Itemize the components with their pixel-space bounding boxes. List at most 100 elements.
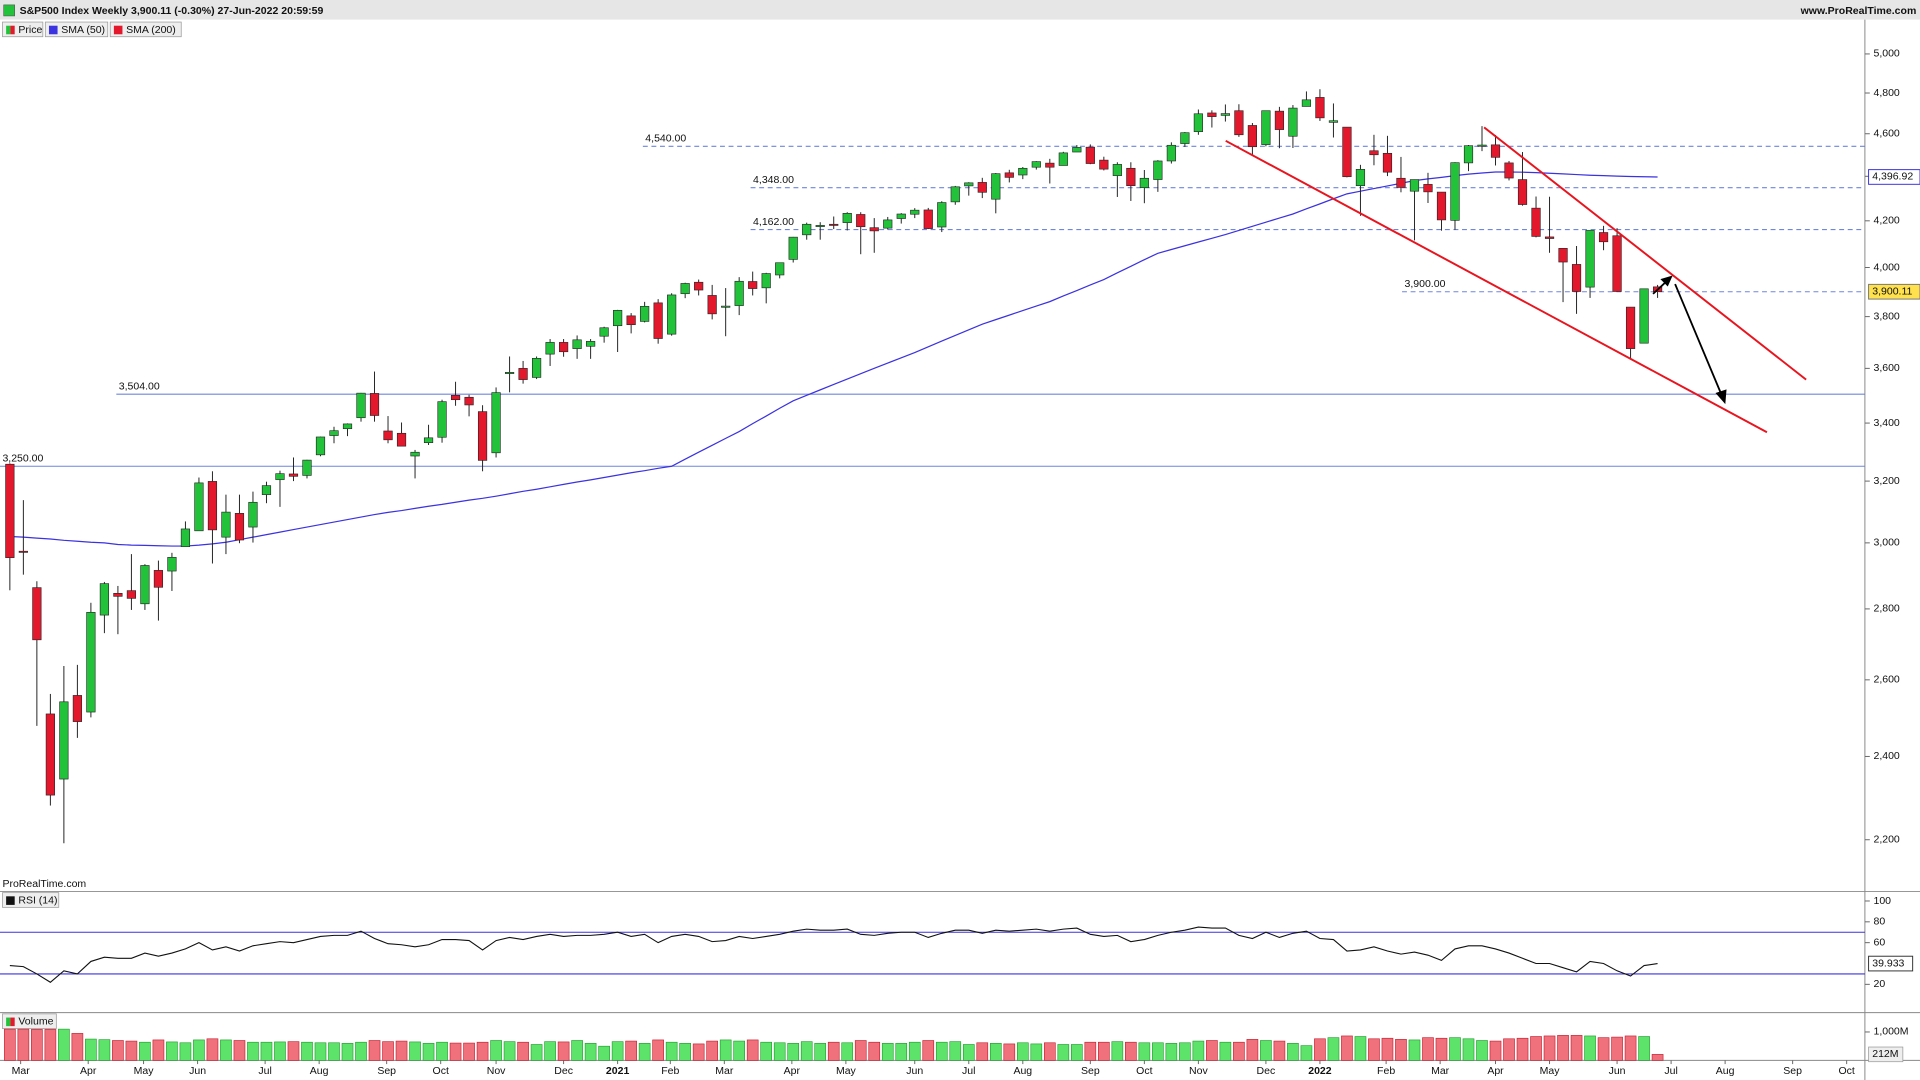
candle-body [1004, 172, 1014, 178]
legend-box [44, 21, 109, 38]
x-tick-label: Oct [433, 1065, 449, 1077]
x-tick-label: Jul [258, 1065, 271, 1077]
level-label: 4,348.00 [753, 174, 794, 186]
x-tick-label: Oct [1136, 1065, 1152, 1077]
candle-body [923, 209, 933, 229]
candle-body [72, 695, 82, 722]
x-tick-label: Jun [189, 1065, 206, 1077]
candle-body [1639, 288, 1649, 344]
volume-bar [1260, 1040, 1272, 1061]
candle-body [1531, 207, 1541, 237]
y-tick-label: 20 [1873, 978, 1885, 990]
candle-body [883, 219, 893, 229]
volume-bar [1341, 1035, 1353, 1061]
candle-body [86, 612, 96, 713]
candle-body [1301, 99, 1312, 107]
volume-bar [260, 1041, 273, 1061]
candle-body [410, 451, 420, 457]
volume-bar [1179, 1042, 1191, 1061]
candle-body [383, 430, 393, 441]
candle-body [572, 339, 582, 349]
candle-body [721, 305, 731, 308]
volume-bar [274, 1041, 286, 1061]
candle-body [707, 295, 717, 315]
trend-line [1483, 126, 1807, 381]
volume-bar [530, 1044, 543, 1061]
volume-bar [1503, 1038, 1515, 1061]
volume-bar [1476, 1040, 1488, 1061]
volume-bar [1449, 1037, 1461, 1061]
legend-label: Price [18, 24, 42, 36]
volume-bar [125, 1040, 138, 1061]
x-tick-label: Apr [1487, 1065, 1504, 1077]
candle-body [950, 186, 960, 203]
volume-bar [31, 1029, 43, 1061]
volume-bar [166, 1041, 178, 1061]
arrow [1674, 283, 1724, 399]
x-tick-label: 2021 [606, 1065, 630, 1077]
volume-bar [220, 1039, 232, 1061]
legend-label: SMA (50) [61, 24, 105, 36]
candle-body [234, 513, 245, 541]
x-tick-label: Jul [962, 1065, 975, 1077]
volume-bar [544, 1041, 556, 1061]
candle-body [194, 482, 204, 532]
header-title: S&P500 Index Weekly 3,900.11 (-0.30%) 27… [20, 5, 324, 17]
level-label: 3,900.00 [1404, 278, 1445, 290]
candle-body [302, 459, 312, 476]
candle-body [1504, 162, 1514, 179]
price-last-label: 3,900.11 [1872, 286, 1912, 298]
volume-bar [787, 1043, 800, 1061]
y-tick-label: 3,400 [1873, 417, 1899, 429]
volume-bar [1408, 1039, 1421, 1061]
x-tick-label: Oct [1838, 1065, 1854, 1077]
x-tick-label: Mar [715, 1065, 734, 1077]
volume-bar [1435, 1037, 1448, 1061]
rsi-last-box [1868, 955, 1914, 972]
y-tick-label: 3,800 [1873, 310, 1899, 322]
volume-bar [1624, 1035, 1637, 1061]
volume-bar [1206, 1040, 1218, 1061]
volume-last-label: 212M [1872, 1048, 1898, 1060]
volume-bar [949, 1041, 962, 1061]
volume-bar [841, 1042, 854, 1061]
candle-body [126, 590, 137, 599]
candle-body [1328, 120, 1339, 123]
volume-bar [449, 1042, 462, 1061]
volume-bar [1273, 1040, 1286, 1061]
volume-bar [368, 1040, 381, 1061]
volume-bar [1246, 1039, 1259, 1061]
candle-body [1207, 112, 1217, 117]
volume-bar [341, 1043, 354, 1061]
volume-bar [1368, 1038, 1380, 1061]
legend-swatch [6, 1017, 11, 1027]
x-tick-label: Nov [1189, 1065, 1208, 1077]
x-tick-label: Apr [80, 1065, 97, 1077]
sma-line [9, 171, 1658, 547]
y-tick-label: 100 [1873, 895, 1891, 907]
volume-bar [922, 1040, 935, 1061]
candle-body [1598, 232, 1609, 243]
volume-bar [1084, 1041, 1097, 1061]
candle-body [991, 173, 1001, 200]
volume-bar [584, 1043, 597, 1061]
candle-body [545, 342, 555, 355]
candle-body [1355, 169, 1366, 186]
volume-bar [1165, 1043, 1178, 1061]
volume-bar [1192, 1040, 1205, 1061]
y-tick-label: 60 [1873, 936, 1885, 948]
x-tick-label: May [836, 1065, 857, 1077]
candle-body [667, 294, 677, 335]
candle-body [1220, 113, 1230, 116]
candle-body [1247, 125, 1257, 148]
candle-body [1112, 164, 1122, 176]
volume-bar [773, 1042, 786, 1061]
volume-bar [692, 1043, 705, 1061]
volume-bar [1300, 1045, 1313, 1061]
volume-bar [1597, 1037, 1610, 1061]
candle-body [477, 411, 488, 461]
candle-body [207, 481, 218, 531]
volume-bar [1138, 1042, 1151, 1061]
volume-bar [989, 1043, 1002, 1061]
